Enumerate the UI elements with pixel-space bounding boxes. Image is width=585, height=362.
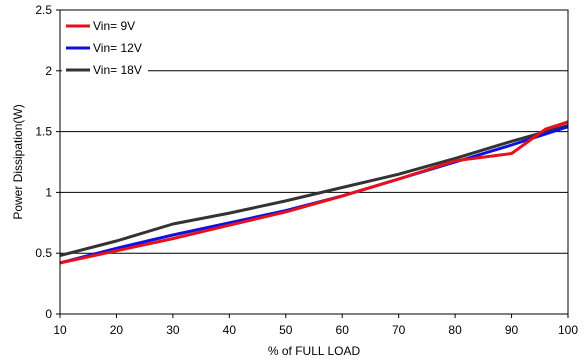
y-tick-label: 1 — [45, 185, 52, 199]
x-tick-label: 10 — [53, 323, 67, 337]
x-tick-label: 60 — [336, 323, 350, 337]
y-tick-label: 0 — [45, 307, 52, 321]
x-tick-label: 90 — [505, 323, 519, 337]
legend-label: Vin= 9V — [93, 19, 135, 33]
x-tick-label: 30 — [166, 323, 180, 337]
y-tick-label: 2.5 — [35, 3, 52, 17]
y-tick-label: 0.5 — [35, 246, 52, 260]
x-axis-label: % of FULL LOAD — [268, 344, 361, 358]
legend: Vin= 9V Vin= 12V Vin= 18V — [62, 12, 148, 77]
x-tick-label: 20 — [110, 323, 124, 337]
legend-label: Vin= 18V — [93, 63, 142, 77]
gridlines — [60, 70, 568, 254]
series-line-1 — [59, 120, 569, 265]
series-lines — [59, 120, 569, 265]
y-tick-label: 1.5 — [35, 125, 52, 139]
legend-box — [62, 12, 148, 76]
x-tick-label: 80 — [448, 323, 462, 337]
legend-label: Vin= 12V — [93, 41, 142, 55]
x-tick-label: 100 — [558, 323, 578, 337]
tick-labels: 0 0.5 1 1.5 2 2.5 10 20 30 40 50 60 70 80 90 100 — [35, 3, 578, 337]
plot-frame — [59, 9, 569, 315]
x-tick-label: 50 — [279, 323, 293, 337]
y-tick-label: 2 — [45, 64, 52, 78]
x-tick-label: 70 — [392, 323, 406, 337]
x-tick-label: 40 — [223, 323, 237, 337]
y-axis-label: Power Dissipation(W) — [11, 104, 25, 219]
series-line-3 — [59, 124, 569, 258]
